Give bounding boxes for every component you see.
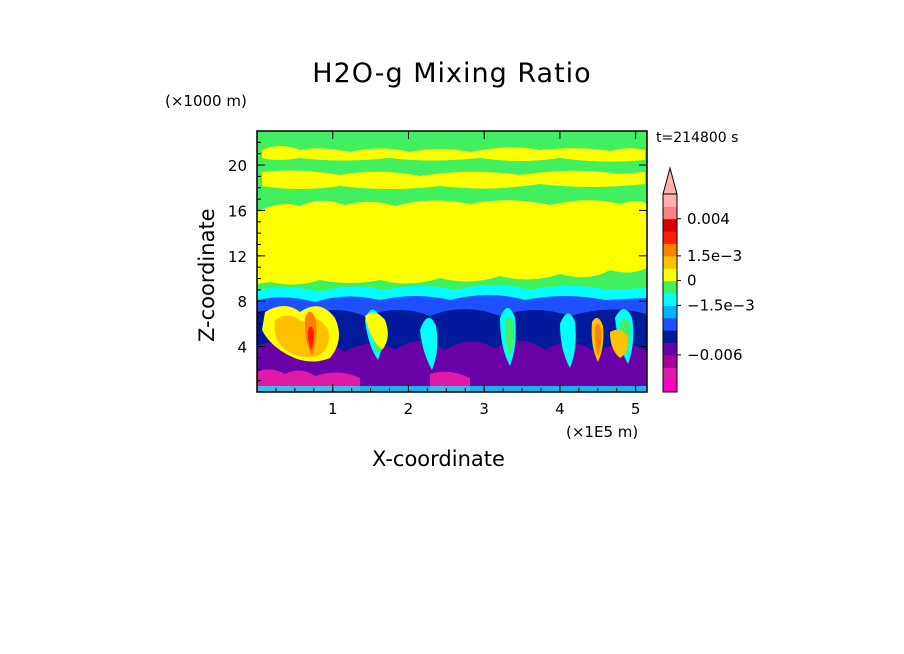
plume-red bbox=[307, 326, 314, 350]
colorbar-level bbox=[663, 305, 677, 319]
colorbar-level bbox=[663, 342, 677, 356]
time-label: t=214800 s bbox=[656, 130, 739, 146]
y-tick-label: 4 bbox=[237, 339, 247, 357]
colorbar-arrow bbox=[662, 166, 678, 195]
colorbar-level bbox=[663, 243, 677, 257]
colorbar-level bbox=[663, 330, 677, 343]
colorbar-level bbox=[663, 379, 677, 393]
band-upper-yellow-streaks bbox=[262, 146, 645, 189]
colorbar-level bbox=[663, 268, 677, 282]
y-tick-label: 20 bbox=[228, 157, 247, 175]
colorbar-label: −0.006 bbox=[687, 346, 743, 364]
colorbar-level bbox=[663, 231, 677, 244]
band-bottom-cyan bbox=[257, 386, 647, 392]
colorbar-level bbox=[663, 206, 677, 220]
plot-frame bbox=[256, 130, 648, 393]
x-tick-label: 3 bbox=[479, 400, 489, 418]
colorbar-level bbox=[663, 354, 677, 368]
y-axis-unit: (×1000 m) bbox=[165, 92, 247, 110]
x-axis-ticks: 1 2 3 4 5 bbox=[275, 131, 641, 418]
chart-title: H2O-g Mixing Ratio bbox=[312, 58, 592, 89]
colorbar: 0.004 1.5e−3 0 −1.5e−3 −0.006 bbox=[662, 166, 755, 393]
x-tick-label: 4 bbox=[555, 400, 565, 418]
colorbar-label: 0.004 bbox=[687, 210, 730, 228]
band-yellow-core bbox=[257, 200, 647, 285]
colorbar-level bbox=[663, 255, 677, 269]
colorbar-label: 0 bbox=[687, 272, 697, 290]
x-tick-label: 2 bbox=[404, 400, 414, 418]
x-tick-label: 1 bbox=[328, 400, 338, 418]
x-axis-label: X-coordinate bbox=[372, 447, 505, 471]
x-tick-label: 5 bbox=[631, 400, 641, 418]
colorbar-level bbox=[663, 317, 677, 331]
colorbar-label: −1.5e−3 bbox=[687, 296, 755, 314]
colorbar-level bbox=[663, 293, 677, 306]
colorbar-level bbox=[663, 280, 677, 294]
y-tick-label: 16 bbox=[228, 202, 247, 220]
colorbar-frame bbox=[662, 193, 678, 393]
x-axis-unit: (×1E5 m) bbox=[566, 423, 639, 441]
y-tick-label: 12 bbox=[228, 248, 247, 266]
colorbar-label: 1.5e−3 bbox=[687, 247, 742, 265]
y-axis-ticks: 4 8 12 16 20 bbox=[228, 141, 647, 382]
y-tick-label: 8 bbox=[237, 293, 247, 311]
colorbar-level bbox=[663, 218, 677, 232]
colorbar-level bbox=[663, 194, 677, 207]
colorbar-level bbox=[663, 367, 677, 381]
contour-field bbox=[257, 131, 647, 392]
